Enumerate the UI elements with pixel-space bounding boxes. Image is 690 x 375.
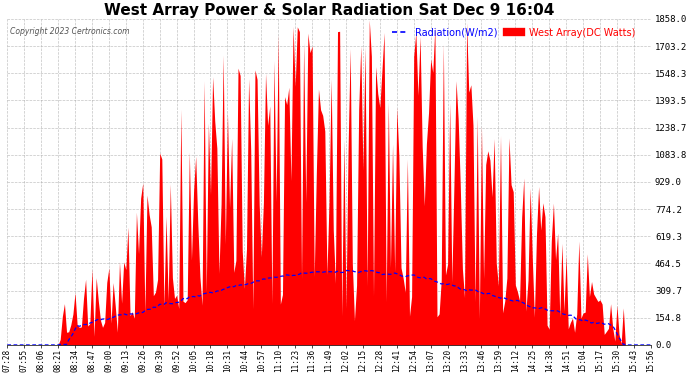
Legend: Radiation(W/m2), West Array(DC Watts): Radiation(W/m2), West Array(DC Watts) (388, 24, 640, 42)
Text: Copyright 2023 Certronics.com: Copyright 2023 Certronics.com (10, 27, 130, 36)
Title: West Array Power & Solar Radiation Sat Dec 9 16:04: West Array Power & Solar Radiation Sat D… (104, 3, 554, 18)
